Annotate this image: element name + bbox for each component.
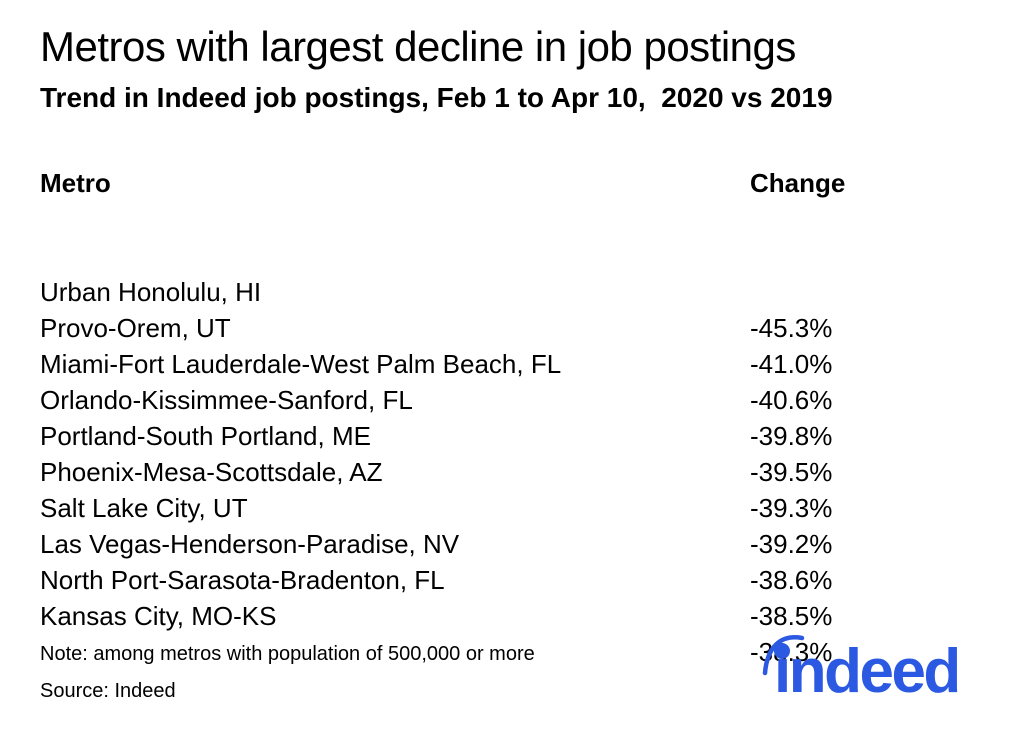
indeed-logo-dot-icon [774, 643, 790, 659]
change-value: -40.6% [750, 385, 833, 415]
indeed-wordmark: indeed [774, 637, 959, 706]
change-value: -39.5% [750, 457, 833, 487]
table-row: Miami-Fort Lauderdale-West Palm Beach, F… [0, 310, 1024, 415]
footnote: Note: among metros with population of 50… [40, 643, 535, 665]
metro-name: Portland-South Portland, ME [40, 421, 371, 451]
change-value: -39.2% [750, 529, 833, 559]
column-header-change: Change [750, 168, 846, 198]
metro-name: North Port-Sarasota-Bradenton, FL [40, 565, 445, 595]
table-row: Urban Honolulu, HI -45.3% [0, 238, 1024, 343]
table-row: Portland-South Portland, ME -39.5% [0, 382, 1024, 487]
change-value: -38.5% [750, 601, 833, 631]
indeed-logo-arc-icon [762, 635, 805, 676]
metro-name: Provo-Orem, UT [40, 313, 231, 343]
table-row: Las Vegas-Henderson-Paradise, NV -38.6% [0, 490, 1024, 595]
table-row: Phoenix-Mesa-Scottsdale, AZ -39.3% [0, 418, 1024, 523]
change-value: -39.3% [750, 493, 833, 523]
source-line: Source: Indeed [40, 680, 176, 702]
metro-name: Salt Lake City, UT [40, 493, 248, 523]
metro-name: Urban Honolulu, HI [40, 277, 262, 307]
table-row: Salt Lake City, UT -39.2% [0, 454, 1024, 559]
metro-name: Orlando-Kissimmee-Sanford, FL [40, 385, 413, 415]
page-title: Metros with largest decline in job posti… [40, 23, 796, 70]
change-value: -38.6% [750, 565, 833, 595]
metro-table: Urban Honolulu, HI -45.3% Provo-Orem, UT… [0, 238, 1024, 667]
metro-name: Miami-Fort Lauderdale-West Palm Beach, F… [40, 349, 562, 379]
table-row: Provo-Orem, UT -41.0% [0, 274, 1024, 379]
change-value: -45.3% [750, 313, 833, 343]
change-value: -38.3% [750, 637, 833, 667]
metro-name: Las Vegas-Henderson-Paradise, NV [40, 529, 460, 559]
column-header-metro: Metro [40, 168, 111, 198]
indeed-logo: indeed [752, 618, 972, 713]
table-row: Orlando-Kissimmee-Sanford, FL -39.8% [0, 346, 1024, 451]
page-subtitle: Trend in Indeed job postings, Feb 1 to A… [40, 82, 833, 113]
metro-name: Kansas City, MO-KS [40, 601, 277, 631]
metro-name: Phoenix-Mesa-Scottsdale, AZ [40, 457, 383, 487]
change-value: -39.8% [750, 421, 833, 451]
change-value: -41.0% [750, 349, 833, 379]
table-row: Kansas City, MO-KS -38.3% [0, 562, 1024, 667]
table-row: North Port-Sarasota-Bradenton, FL -38.5% [0, 526, 1024, 631]
